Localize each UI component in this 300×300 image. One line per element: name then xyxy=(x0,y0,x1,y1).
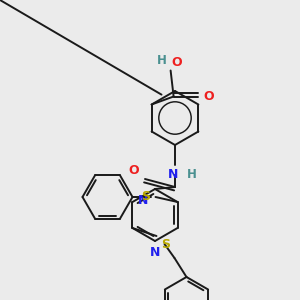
Text: N: N xyxy=(168,168,178,181)
Text: S: S xyxy=(142,190,151,202)
Text: O: O xyxy=(204,90,214,103)
Text: H: H xyxy=(187,168,197,181)
Text: H: H xyxy=(157,53,166,67)
Text: N: N xyxy=(137,194,148,206)
Text: O: O xyxy=(172,56,182,68)
Text: S: S xyxy=(161,238,170,251)
Text: O: O xyxy=(128,164,139,177)
Text: N: N xyxy=(150,246,160,259)
